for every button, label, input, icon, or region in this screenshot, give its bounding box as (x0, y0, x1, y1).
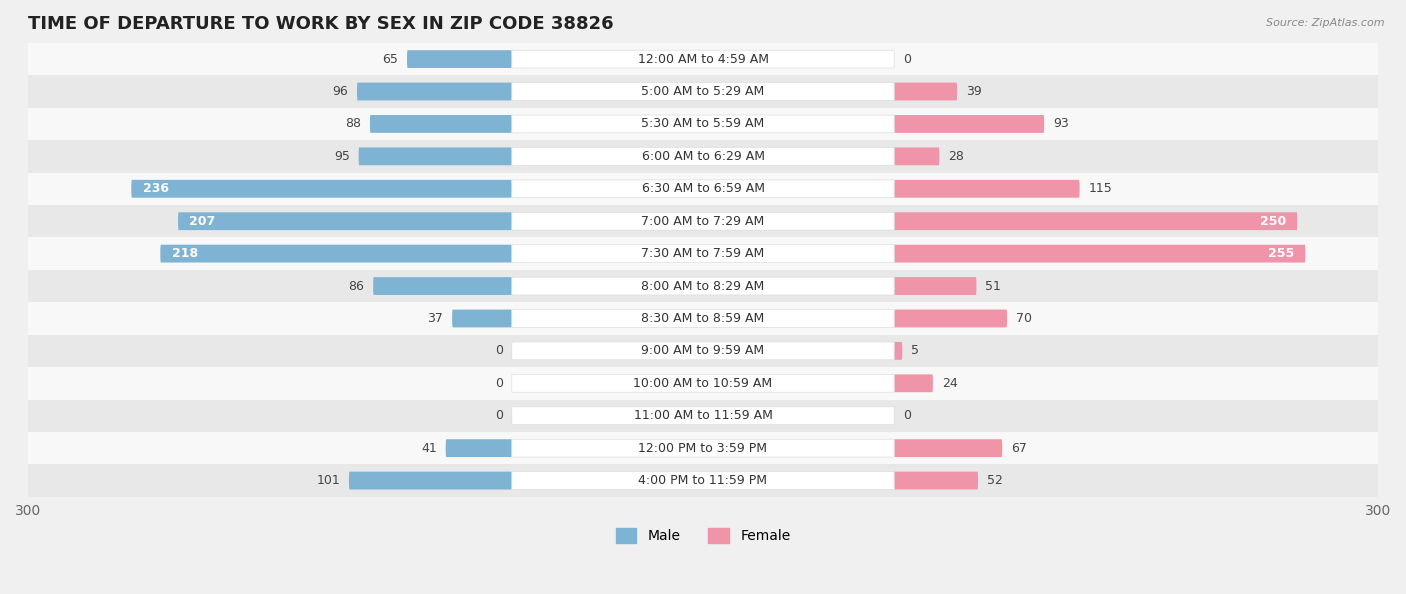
Text: 11:00 AM to 11:59 AM: 11:00 AM to 11:59 AM (634, 409, 772, 422)
FancyBboxPatch shape (357, 83, 512, 100)
Bar (28, 432, 1378, 465)
Bar (28, 238, 1378, 270)
FancyBboxPatch shape (512, 212, 894, 230)
Text: 0: 0 (495, 409, 503, 422)
Bar (28, 465, 1378, 497)
Text: 51: 51 (986, 280, 1001, 293)
Text: 4:00 PM to 11:59 PM: 4:00 PM to 11:59 PM (638, 474, 768, 487)
FancyBboxPatch shape (512, 407, 894, 425)
Text: 24: 24 (942, 377, 957, 390)
FancyBboxPatch shape (894, 439, 1002, 457)
FancyBboxPatch shape (359, 147, 512, 165)
Bar (28, 140, 1378, 173)
Text: 37: 37 (427, 312, 443, 325)
Bar (28, 43, 1378, 75)
Text: 8:30 AM to 8:59 AM: 8:30 AM to 8:59 AM (641, 312, 765, 325)
Bar (28, 173, 1378, 205)
Text: 86: 86 (349, 280, 364, 293)
Text: 6:00 AM to 6:29 AM: 6:00 AM to 6:29 AM (641, 150, 765, 163)
FancyBboxPatch shape (512, 147, 894, 165)
Bar (28, 367, 1378, 400)
FancyBboxPatch shape (894, 309, 1007, 327)
FancyBboxPatch shape (894, 147, 939, 165)
FancyBboxPatch shape (512, 245, 894, 263)
Bar (28, 334, 1378, 367)
FancyBboxPatch shape (512, 439, 894, 457)
Text: 236: 236 (142, 182, 169, 195)
FancyBboxPatch shape (894, 374, 934, 392)
Text: 70: 70 (1017, 312, 1032, 325)
Bar (28, 400, 1378, 432)
FancyBboxPatch shape (894, 115, 1045, 133)
FancyBboxPatch shape (370, 115, 512, 133)
Text: 0: 0 (903, 409, 911, 422)
FancyBboxPatch shape (453, 309, 512, 327)
Text: 255: 255 (1268, 247, 1294, 260)
Text: 12:00 PM to 3:59 PM: 12:00 PM to 3:59 PM (638, 442, 768, 454)
FancyBboxPatch shape (179, 212, 512, 230)
FancyBboxPatch shape (512, 50, 894, 68)
FancyBboxPatch shape (894, 180, 1080, 198)
Text: 6:30 AM to 6:59 AM: 6:30 AM to 6:59 AM (641, 182, 765, 195)
Bar (28, 205, 1378, 238)
Text: 0: 0 (903, 53, 911, 65)
Bar (28, 270, 1378, 302)
FancyBboxPatch shape (894, 342, 903, 360)
Text: 65: 65 (382, 53, 398, 65)
FancyBboxPatch shape (512, 115, 894, 133)
FancyBboxPatch shape (894, 212, 1298, 230)
FancyBboxPatch shape (446, 439, 512, 457)
FancyBboxPatch shape (512, 342, 894, 360)
Text: 0: 0 (495, 377, 503, 390)
Text: 7:30 AM to 7:59 AM: 7:30 AM to 7:59 AM (641, 247, 765, 260)
Text: 250: 250 (1260, 214, 1286, 228)
Text: 52: 52 (987, 474, 1002, 487)
Text: 9:00 AM to 9:59 AM: 9:00 AM to 9:59 AM (641, 345, 765, 358)
FancyBboxPatch shape (131, 180, 512, 198)
FancyBboxPatch shape (894, 245, 1305, 263)
FancyBboxPatch shape (512, 472, 894, 489)
Text: 0: 0 (495, 345, 503, 358)
Text: 5: 5 (911, 345, 920, 358)
Legend: Male, Female: Male, Female (610, 523, 796, 549)
Text: 95: 95 (333, 150, 350, 163)
FancyBboxPatch shape (349, 472, 512, 489)
Bar (28, 75, 1378, 108)
Text: 96: 96 (332, 85, 349, 98)
FancyBboxPatch shape (894, 277, 976, 295)
Text: 218: 218 (172, 247, 198, 260)
FancyBboxPatch shape (512, 83, 894, 100)
Text: Source: ZipAtlas.com: Source: ZipAtlas.com (1267, 18, 1385, 28)
FancyBboxPatch shape (894, 83, 957, 100)
Bar (28, 302, 1378, 334)
Text: 115: 115 (1088, 182, 1112, 195)
Text: 8:00 AM to 8:29 AM: 8:00 AM to 8:29 AM (641, 280, 765, 293)
Text: 93: 93 (1053, 118, 1069, 131)
Text: 5:30 AM to 5:59 AM: 5:30 AM to 5:59 AM (641, 118, 765, 131)
FancyBboxPatch shape (160, 245, 512, 263)
Text: 7:00 AM to 7:29 AM: 7:00 AM to 7:29 AM (641, 214, 765, 228)
Bar (28, 108, 1378, 140)
FancyBboxPatch shape (512, 374, 894, 392)
Text: 88: 88 (344, 118, 361, 131)
FancyBboxPatch shape (512, 180, 894, 198)
FancyBboxPatch shape (894, 472, 979, 489)
Text: TIME OF DEPARTURE TO WORK BY SEX IN ZIP CODE 38826: TIME OF DEPARTURE TO WORK BY SEX IN ZIP … (28, 15, 614, 33)
FancyBboxPatch shape (512, 309, 894, 327)
Text: 67: 67 (1011, 442, 1028, 454)
FancyBboxPatch shape (406, 50, 512, 68)
Text: 28: 28 (949, 150, 965, 163)
FancyBboxPatch shape (512, 277, 894, 295)
Text: 5:00 AM to 5:29 AM: 5:00 AM to 5:29 AM (641, 85, 765, 98)
Text: 101: 101 (316, 474, 340, 487)
Text: 41: 41 (420, 442, 437, 454)
Text: 10:00 AM to 10:59 AM: 10:00 AM to 10:59 AM (634, 377, 772, 390)
Text: 39: 39 (966, 85, 981, 98)
FancyBboxPatch shape (373, 277, 512, 295)
Text: 207: 207 (190, 214, 215, 228)
Text: 12:00 AM to 4:59 AM: 12:00 AM to 4:59 AM (637, 53, 769, 65)
